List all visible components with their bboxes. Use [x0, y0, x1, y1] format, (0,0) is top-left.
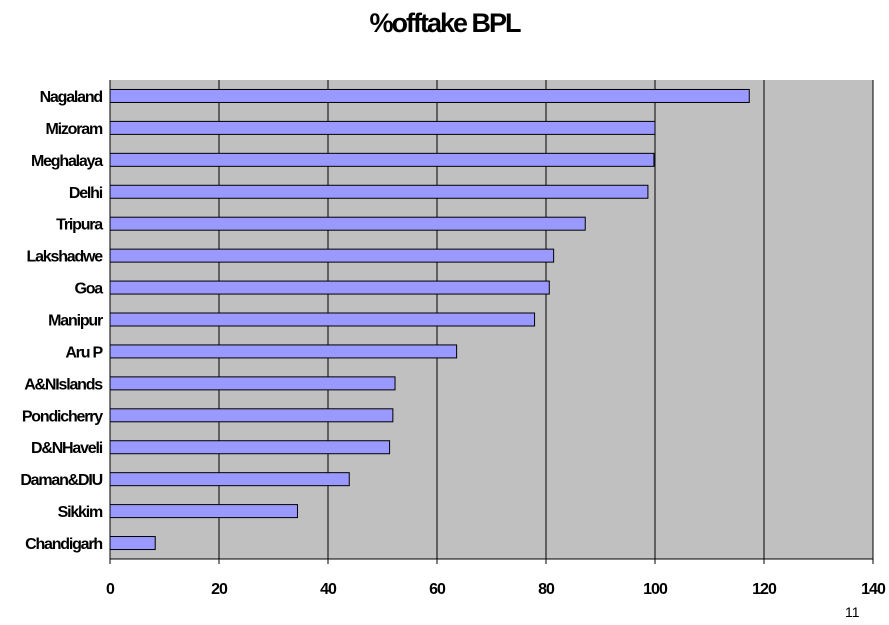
x-tick-label: 40	[320, 581, 337, 598]
bar	[109, 312, 536, 327]
x-tick-label: 140	[861, 581, 886, 598]
category-label: Nagaland	[40, 89, 103, 106]
bar	[109, 536, 156, 551]
bar	[109, 216, 586, 231]
bar	[109, 184, 649, 199]
x-tick-label: 120	[752, 581, 777, 598]
x-tick-label: 100	[643, 581, 668, 598]
category-label: Manipur	[48, 313, 103, 330]
category-label: A&NIslands	[24, 376, 103, 393]
x-tick-label: 0	[106, 581, 115, 598]
category-label: Goa	[74, 281, 103, 298]
bar	[109, 344, 458, 359]
category-label: Aru P	[65, 344, 103, 361]
x-tick-label: 80	[538, 581, 555, 598]
category-label: Lakshadwe	[27, 249, 104, 266]
category-label: D&NHaveli	[31, 440, 103, 457]
category-label: Meghalaya	[31, 153, 103, 170]
category-label: Tripura	[56, 217, 103, 234]
x-tick-label: 20	[211, 581, 228, 598]
category-label: Pondicherry	[22, 408, 103, 425]
x-axis-ticks: 0 20 40 60 80 100 120 140	[106, 581, 887, 598]
bar	[109, 376, 396, 391]
category-label: Mizoram	[46, 121, 103, 138]
bar	[109, 88, 750, 103]
chart-title: %offtake BPL	[369, 8, 521, 38]
page-number: 11	[845, 604, 860, 620]
bar	[109, 440, 391, 455]
x-tick-label: 60	[429, 581, 446, 598]
category-label: Delhi	[69, 185, 103, 202]
category-label: Sikkim	[58, 504, 103, 521]
bar	[109, 120, 656, 135]
bar	[109, 408, 394, 423]
bar	[109, 280, 550, 295]
bar	[109, 248, 555, 263]
category-label: Chandigarh	[25, 536, 102, 553]
category-labels: Nagaland Mizoram Meghalaya Delhi Tripura Laks…	[20, 89, 104, 553]
category-label: Daman&DIU	[20, 472, 102, 489]
bar	[109, 504, 298, 519]
bar	[109, 152, 655, 167]
bar	[109, 472, 350, 487]
